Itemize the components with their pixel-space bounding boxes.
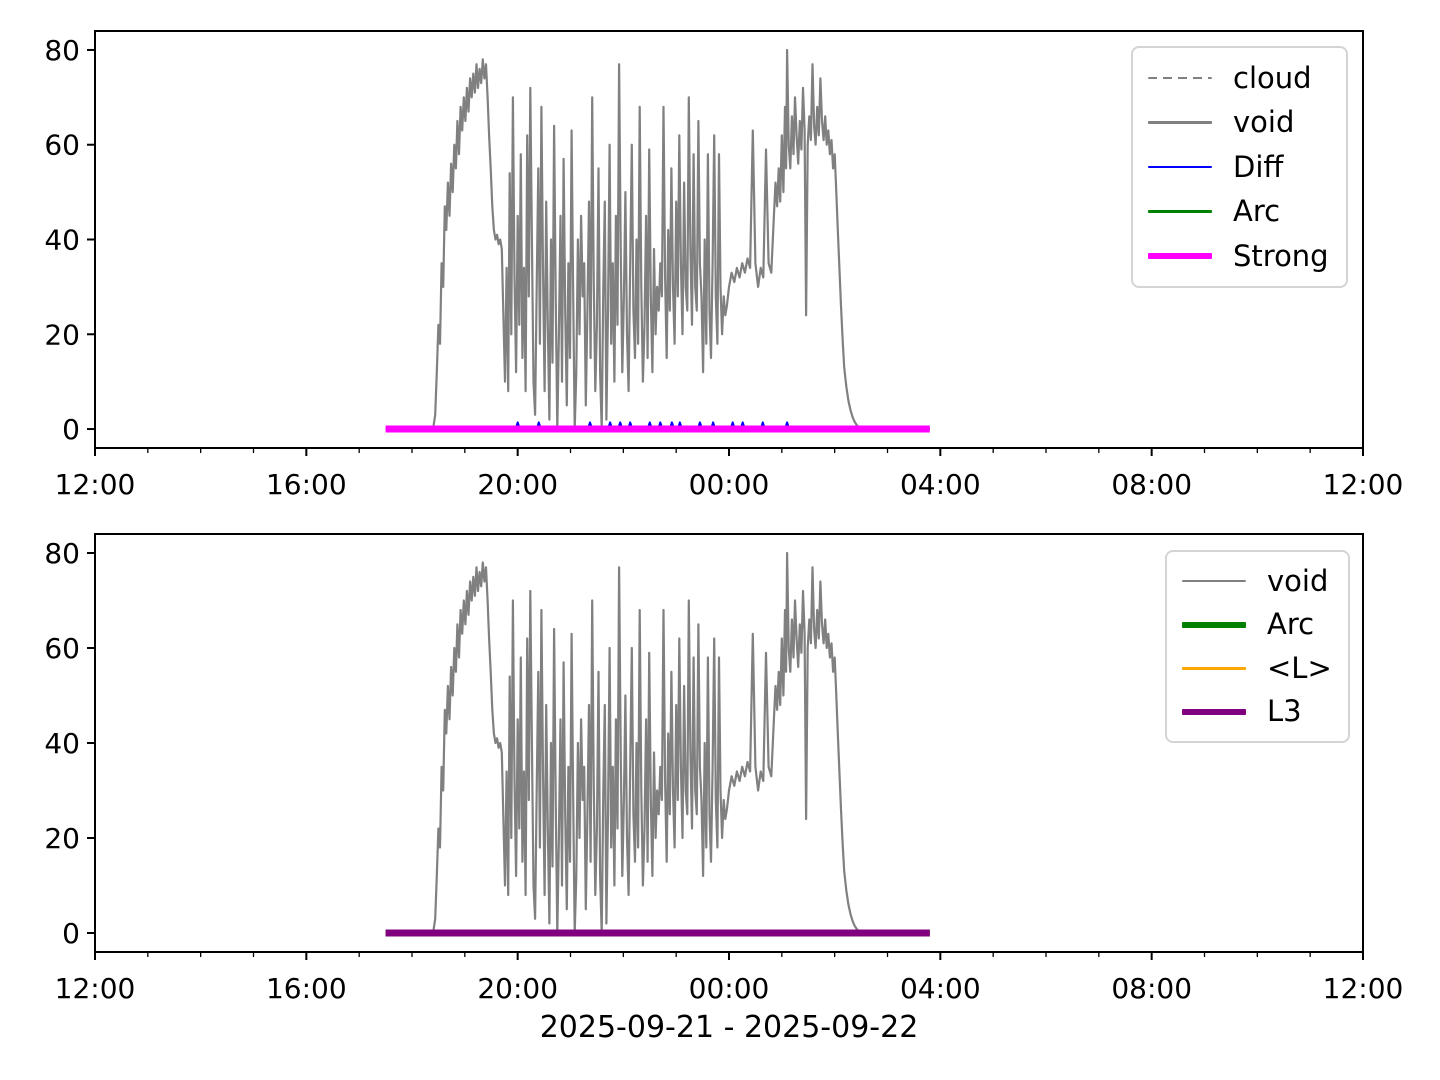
x-tick-label: 12:00 <box>1323 468 1404 501</box>
subplot-top: 12:00 16:00 20:00 00:00 04:00 08:00 12:00 0 20 40… <box>44 30 1404 501</box>
legend-item-void: void <box>1133 108 1346 137</box>
legend-bottom: void Arc <L> L3 <box>1165 550 1350 743</box>
legend-label: Arc <box>1267 607 1315 642</box>
axes-frame <box>94 533 1364 953</box>
x-tick-label: 08:00 <box>1111 468 1192 501</box>
y-tick-label: 60 <box>44 632 80 665</box>
legend-line-sample <box>1182 708 1246 715</box>
legend-line-sample <box>1148 121 1212 124</box>
y-tick-label: 40 <box>44 224 80 257</box>
legend-line-sample <box>1148 210 1212 213</box>
x-tick-label: 04:00 <box>900 972 981 1005</box>
x-tick-label: 16:00 <box>266 468 347 501</box>
legend-top: cloud void Diff Arc Strong <box>1131 46 1348 288</box>
legend-item-arc: Arc <box>1167 610 1348 639</box>
legend-item--l-: <L> <box>1167 650 1348 685</box>
x-tick-label: 20:00 <box>477 972 558 1005</box>
series-void <box>432 48 862 431</box>
y-tick-label: 80 <box>44 34 80 67</box>
legend-item-cloud: cloud <box>1133 60 1346 95</box>
legend-item-arc: Arc <box>1133 197 1346 226</box>
legend-line-sample <box>1148 165 1212 169</box>
legend-item-l3: L3 <box>1167 697 1348 726</box>
y-tick-label: 20 <box>44 318 80 351</box>
legend-label: void <box>1267 563 1329 598</box>
x-tick-label: 00:00 <box>689 972 770 1005</box>
legend-label: L3 <box>1267 694 1302 729</box>
legend-label: void <box>1233 105 1295 139</box>
legend-label: cloud <box>1233 60 1312 95</box>
legend-line-sample <box>1148 76 1212 80</box>
y-tick-label: 0 <box>62 413 80 446</box>
x-tick-label: 04:00 <box>900 468 981 501</box>
legend-label: Diff <box>1233 149 1284 184</box>
series-void <box>432 551 862 935</box>
legend-label: Arc <box>1233 194 1281 228</box>
legend-line-sample <box>1148 253 1212 259</box>
x-tick-label: 12:00 <box>55 972 136 1005</box>
y-tick-label: 40 <box>44 727 80 760</box>
y-tick-label: 80 <box>44 537 80 570</box>
x-tick-label: 12:00 <box>1323 972 1404 1005</box>
axes-frame <box>94 30 1364 449</box>
legend-line-sample <box>1182 621 1246 628</box>
legend-line-sample <box>1182 666 1246 670</box>
legend-item-strong: Strong <box>1133 238 1346 273</box>
x-tick-label: 20:00 <box>477 468 558 501</box>
y-tick-label: 60 <box>44 129 80 162</box>
subplot-bottom: 12:00 16:00 20:00 00:00 04:00 08:00 12:00 0 20 40… <box>44 533 1404 1005</box>
x-tick-label: 08:00 <box>1111 972 1192 1005</box>
legend-label: <L> <box>1267 650 1332 685</box>
legend-label: Strong <box>1233 238 1329 273</box>
x-tick-label: 00:00 <box>689 468 770 501</box>
y-tick-label: 0 <box>62 917 80 950</box>
legend-item-void: void <box>1167 563 1348 598</box>
y-tick-label: 20 <box>44 822 80 855</box>
x-tick-label: 16:00 <box>266 972 347 1005</box>
x-tick-label: 12:00 <box>55 468 136 501</box>
legend-line-sample <box>1182 579 1246 583</box>
x-axis-label: 2025-09-21 - 2025-09-22 <box>539 1010 919 1045</box>
legend-item-diff: Diff <box>1133 149 1346 184</box>
